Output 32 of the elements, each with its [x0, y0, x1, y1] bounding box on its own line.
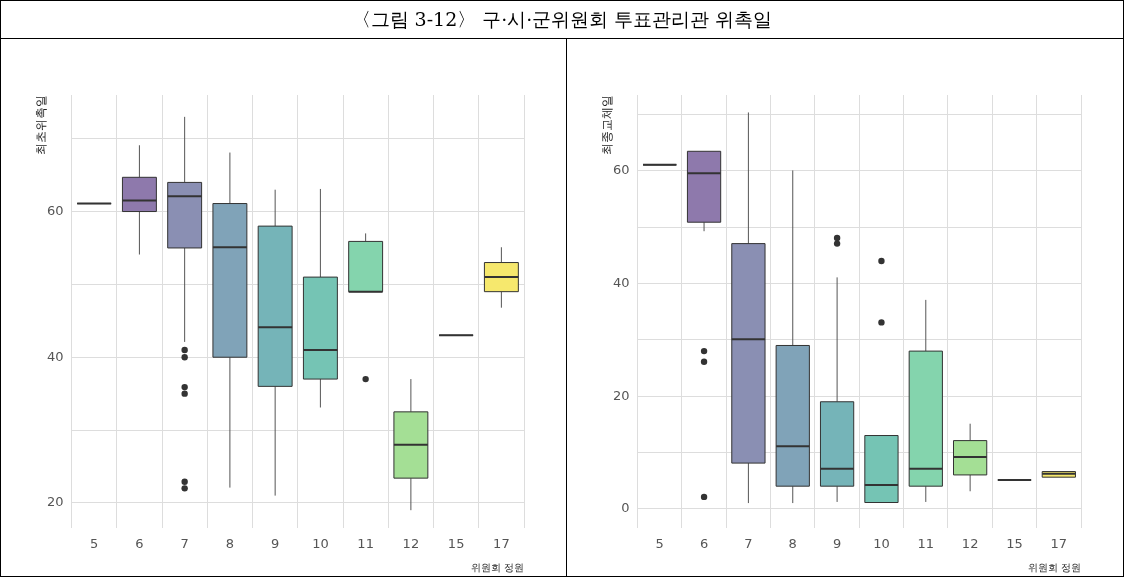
x-tick-label: 12: [402, 535, 420, 551]
x-tick-label: 11: [357, 535, 374, 551]
x-tick-label: 8: [788, 535, 797, 551]
x-tick-label: 9: [271, 535, 280, 551]
x-tick-label: 5: [655, 535, 664, 551]
x-tick-label: 11: [917, 535, 935, 551]
y-tick-label: 20: [613, 387, 630, 403]
x-tick-label: 17: [1050, 535, 1068, 551]
x-tick-label: 12: [961, 535, 979, 551]
x-axis-title: 위원회 정원: [1027, 561, 1081, 573]
x-tick-label: 10: [873, 535, 890, 551]
x-tick-label: 17: [493, 535, 510, 551]
y-tick-label: 40: [613, 274, 630, 290]
x-tick-label: 15: [447, 535, 465, 551]
text: 〈그림 3-12〉 구·시·군위원회 투표관리관 위촉일: [1, 1, 1123, 39]
x-tick-label: 6: [699, 535, 709, 551]
y-axis-title: 최종교체일: [599, 95, 614, 155]
x-tick-label: 15: [1006, 535, 1023, 551]
x-tick-label: 6: [135, 535, 144, 551]
y-tick-label: 40: [47, 348, 64, 364]
x-tick-label: 9: [832, 535, 842, 551]
x-tick-label: 8: [225, 535, 235, 551]
y-axis-title: 최초위촉일: [33, 95, 48, 155]
x-tick-label: 5: [90, 535, 99, 551]
y-tick-label: 20: [47, 494, 64, 510]
x-axis-title: 위원회 정원: [470, 561, 524, 573]
x-tick-label: 10: [312, 535, 329, 551]
y-tick-label: 60: [47, 202, 64, 218]
x-tick-label: 7: [744, 535, 753, 551]
y-tick-label: 0: [621, 500, 630, 516]
x-tick-label: 7: [180, 535, 189, 551]
y-tick-label: 60: [613, 162, 630, 178]
